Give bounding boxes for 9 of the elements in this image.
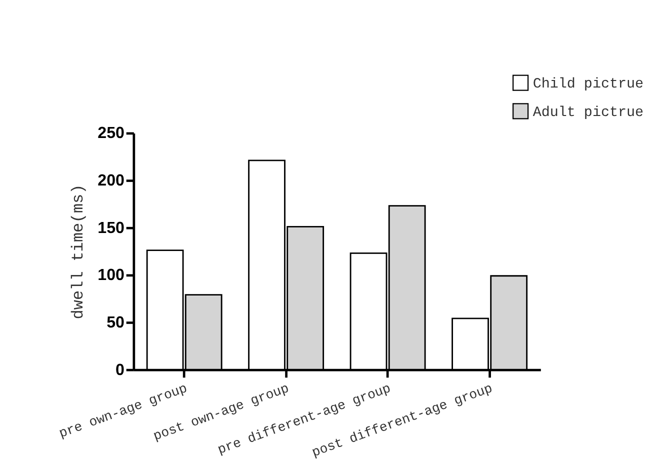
y-tick-label: 250 (98, 124, 125, 142)
y-tick-label: 200 (98, 172, 125, 190)
legend-label: Child pictrue (532, 76, 644, 93)
y-axis-title: dwell time(ms) (69, 184, 88, 320)
legend-label: Adult pictrue (532, 104, 644, 121)
y-tick-label: 0 (116, 360, 125, 379)
y-tick-label: 150 (98, 218, 125, 237)
y-tick-label: 50 (106, 313, 125, 332)
y-tick-label: 100 (98, 266, 125, 284)
